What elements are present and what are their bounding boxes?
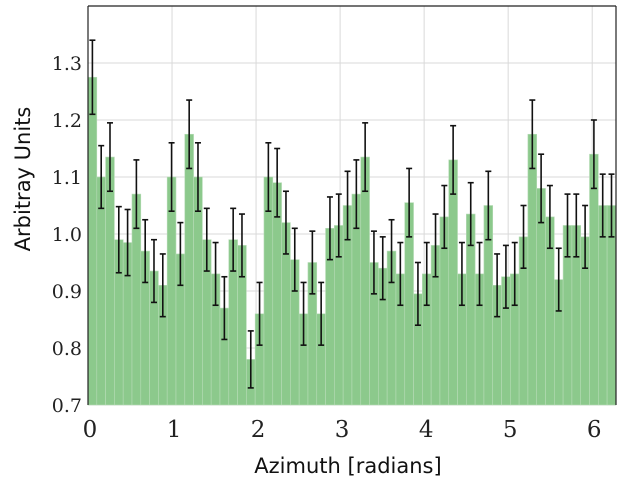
errorbar-35	[397, 241, 404, 307]
errorbars-group	[89, 39, 615, 389]
plot-frame	[87, 5, 617, 405]
errorbar-30	[353, 159, 360, 230]
errorbar-55	[573, 193, 580, 258]
errorbar-54	[564, 193, 571, 258]
errorbar-36	[406, 167, 413, 238]
errorbar-7	[150, 238, 157, 304]
x-tick-label-2: 2	[251, 417, 266, 443]
bar-50	[527, 133, 538, 406]
errorbar-57	[590, 119, 597, 190]
errorbar-46	[494, 253, 501, 318]
errorbar-20	[265, 142, 272, 212]
errorbar-51	[538, 153, 545, 224]
errorbar-5	[133, 159, 140, 230]
errorbar-58	[599, 173, 606, 238]
errorbar-13	[203, 207, 210, 272]
errorbar-9	[168, 142, 175, 212]
y-tick-labels: 0.7 0.8 0.9 1.0 1.1 1.2 1.3	[52, 53, 82, 417]
errorbar-38	[423, 241, 430, 307]
errorbar-47	[502, 244, 509, 309]
bar-31	[360, 156, 370, 406]
errorbar-1	[98, 144, 105, 210]
errorbar-56	[582, 204, 589, 270]
y-tick-label-6: 1.3	[52, 53, 82, 75]
errorbar-23	[291, 227, 298, 292]
x-tick-label-6: 6	[587, 417, 602, 443]
errorbar-14	[212, 241, 219, 307]
x-tick-label-5: 5	[503, 417, 518, 443]
errorbar-28	[335, 193, 342, 258]
errorbar-21	[274, 147, 281, 218]
errorbar-45	[485, 170, 492, 241]
y-tick-label-5: 1.2	[52, 110, 82, 132]
errorbar-16	[230, 207, 237, 272]
errorbar-37	[414, 261, 421, 327]
errorbar-50	[529, 99, 536, 170]
x-tick-label-4: 4	[419, 417, 434, 443]
y-tick-label-0: 0.7	[52, 395, 82, 417]
x-tick-label-0: 0	[83, 417, 98, 443]
errorbar-4	[124, 208, 131, 277]
bar-2	[105, 156, 115, 406]
errorbar-18	[247, 330, 254, 389]
y-tick-label-4: 1.1	[52, 167, 82, 189]
y-axis-label: Arbitray Units	[11, 107, 35, 252]
errorbar-2	[106, 122, 113, 193]
errorbar-0	[89, 39, 96, 116]
y-tick-label-3: 1.0	[52, 224, 82, 246]
errorbar-29	[344, 170, 351, 241]
errorbar-15	[221, 275, 228, 341]
errorbar-10	[177, 221, 184, 287]
errorbar-22	[282, 190, 289, 255]
errorbar-17	[238, 213, 245, 278]
errorbar-34	[388, 218, 395, 284]
bar-57	[589, 153, 599, 406]
errorbar-27	[326, 196, 333, 261]
errorbar-8	[159, 253, 166, 318]
errorbar-32	[370, 230, 377, 295]
y-tick-label-1: 0.8	[52, 338, 82, 360]
errorbar-3	[115, 205, 122, 274]
errorbar-49	[520, 204, 527, 270]
errorbar-59	[608, 173, 615, 238]
x-tick-label-1: 1	[167, 417, 182, 443]
errorbar-12	[194, 142, 201, 212]
x-tick-labels: 0 1 2 3 4 5 6	[83, 417, 602, 443]
bars-group	[87, 76, 617, 406]
errorbar-11	[186, 99, 193, 170]
errorbar-40	[441, 184, 448, 250]
bar-11	[184, 133, 194, 406]
errorbar-19	[256, 281, 263, 346]
errorbar-25	[309, 230, 316, 295]
bar-1	[96, 176, 106, 406]
errorbar-52	[546, 184, 553, 250]
y-tick-label-2: 0.9	[52, 281, 82, 303]
errorbar-43	[467, 181, 474, 247]
x-tick-label-3: 3	[335, 417, 350, 443]
errorbar-33	[379, 236, 386, 301]
errorbar-6	[142, 218, 149, 284]
errorbar-44	[476, 241, 483, 307]
errorbar-31	[362, 122, 369, 193]
errorbar-39	[432, 213, 439, 278]
bar-41	[448, 159, 458, 406]
errorbar-42	[458, 241, 465, 307]
errorbar-48	[511, 241, 518, 307]
x-axis-label: Azimuth [radians]	[254, 454, 441, 478]
errorbar-53	[555, 247, 562, 312]
errorbar-41	[450, 124, 457, 195]
bar-0	[87, 76, 98, 406]
errorbar-26	[318, 281, 325, 346]
errorbar-24	[300, 281, 307, 346]
